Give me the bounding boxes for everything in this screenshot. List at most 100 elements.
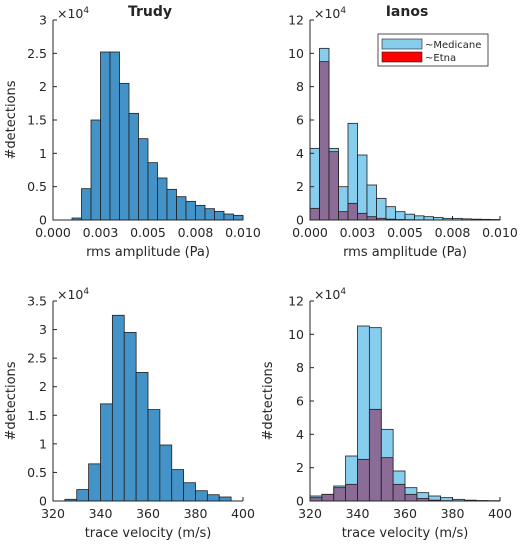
bar: [392, 483, 406, 502]
bar: [128, 112, 139, 221]
y-tick-label: 3: [39, 322, 47, 337]
y-exponent-label: ×104: [57, 6, 89, 21]
y-tick-label: 3.5: [27, 294, 47, 309]
y-tick-label: 0: [296, 213, 304, 228]
x-tick-label: 0.010: [482, 225, 518, 240]
bar: [333, 487, 347, 502]
bar: [166, 188, 177, 221]
y-axis-label: #detections: [4, 80, 19, 159]
legend-swatch: [381, 51, 423, 63]
bar: [135, 372, 149, 502]
y-tick-label: 1: [39, 436, 47, 451]
legend-label: ~Medicane: [425, 40, 481, 51]
y-tick-label: 0.5: [27, 179, 47, 194]
bar: [147, 162, 158, 221]
bar: [357, 212, 368, 221]
exponent-power: 4: [340, 287, 346, 297]
bar: [328, 151, 339, 221]
bar: [347, 202, 358, 221]
x-tick-label: 0.008: [435, 225, 471, 240]
x-axis-label: trace velocity (m/s): [342, 526, 469, 541]
y-tick-label: 4: [296, 427, 304, 442]
bar: [206, 494, 220, 502]
bar: [395, 211, 406, 221]
y-tick-label: 3: [39, 13, 47, 28]
bar: [223, 213, 234, 221]
panel-title: Ianos: [386, 4, 429, 20]
y-tick-label: 2: [296, 179, 304, 194]
exponent-base: ×10: [57, 6, 83, 21]
series-counts: [64, 314, 232, 502]
bar: [183, 482, 196, 502]
bar: [138, 138, 149, 221]
bar: [319, 61, 330, 221]
bar: [233, 214, 244, 221]
y-tick-label: 0: [296, 494, 304, 509]
x-axis-label: trace velocity (m/s): [85, 526, 212, 541]
x-axis-label: rms amplitude (Pa): [343, 245, 467, 260]
y-tick-label: 6: [296, 394, 304, 409]
x-tick-label: 320: [41, 506, 65, 521]
x-tick-label: 360: [136, 506, 160, 521]
y-tick-label: 1.5: [27, 408, 47, 423]
y-tick-label: 2.5: [27, 46, 47, 61]
panel-trudy-trace-velocity: 0 0.5 1 1.5 2 2.5 3 3.5 320 340 360 380 400 trace vel…: [4, 287, 255, 541]
panel-ianos-rms-amplitude: 0 2 4 6 8 10 12 0.000 0.003 0.005 0.008 0.010 rms am…: [288, 4, 518, 260]
x-tick-label: 0.000: [35, 225, 71, 240]
y-tick-label: 2: [296, 460, 304, 475]
bar: [345, 483, 358, 502]
bar: [195, 490, 208, 502]
x-axis-label: rms amplitude (Pa): [86, 245, 210, 260]
x-tick-label: 0.003: [340, 225, 376, 240]
bar: [385, 206, 396, 221]
x-tick-label: 0.010: [225, 225, 261, 240]
bar: [100, 51, 111, 221]
y-tick-label: 0: [39, 494, 47, 509]
bar: [147, 409, 161, 502]
panel-trudy-rms-amplitude: 0 0.5 1 1.5 2 2.5 3 0.000 0.003 0.005 0.008 0.010 rm…: [4, 4, 261, 260]
bar: [119, 82, 130, 221]
x-tick-label: 340: [89, 506, 113, 521]
bar: [109, 51, 120, 221]
y-tick-label: 10: [288, 46, 304, 61]
exponent-base: ×10: [314, 287, 340, 302]
panel-ianos-trace-velocity: 0 2 4 6 8 10 12 320 340 360 380 400 trace velocity (…: [261, 287, 512, 541]
series-etna: [309, 61, 434, 221]
bar: [185, 200, 196, 221]
y-tick-label: 0.5: [27, 465, 47, 480]
y-axis-label: #detections: [261, 361, 276, 440]
x-tick-label: 400: [231, 506, 255, 521]
y-tick-label: 12: [288, 294, 304, 309]
exponent-base: ×10: [314, 6, 340, 21]
legend-swatch: [381, 38, 423, 50]
y-tick-label: 2.5: [27, 351, 47, 366]
y-exponent-label: ×104: [57, 287, 89, 302]
y-tick-label: 8: [296, 79, 304, 94]
x-tick-label: 320: [298, 506, 322, 521]
x-tick-label: 380: [441, 506, 465, 521]
x-tick-label: 0.005: [387, 225, 423, 240]
y-tick-label: 1: [39, 146, 47, 161]
series-counts: [71, 51, 244, 221]
bar: [195, 204, 206, 221]
bar: [404, 493, 418, 502]
series-medicane: [309, 325, 501, 502]
y-tick-label: 12: [288, 13, 304, 28]
legend: ~Medicane ~Etna: [377, 33, 489, 67]
legend-label: ~Etna: [425, 53, 456, 64]
y-tick-label: 2: [39, 379, 47, 394]
panel-title: Trudy: [128, 4, 172, 20]
bar: [88, 463, 101, 502]
bar: [81, 188, 92, 221]
y-axis-label: #detections: [4, 361, 19, 440]
exponent-power: 4: [340, 6, 346, 16]
y-tick-label: 6: [296, 113, 304, 128]
exponent-power: 4: [83, 287, 89, 297]
x-tick-label: 380: [184, 506, 208, 521]
bar: [100, 403, 113, 502]
y-tick-label: 2: [39, 79, 47, 94]
x-tick-label: 360: [393, 506, 417, 521]
bar: [218, 496, 232, 502]
x-tick-label: 0.000: [292, 225, 328, 240]
